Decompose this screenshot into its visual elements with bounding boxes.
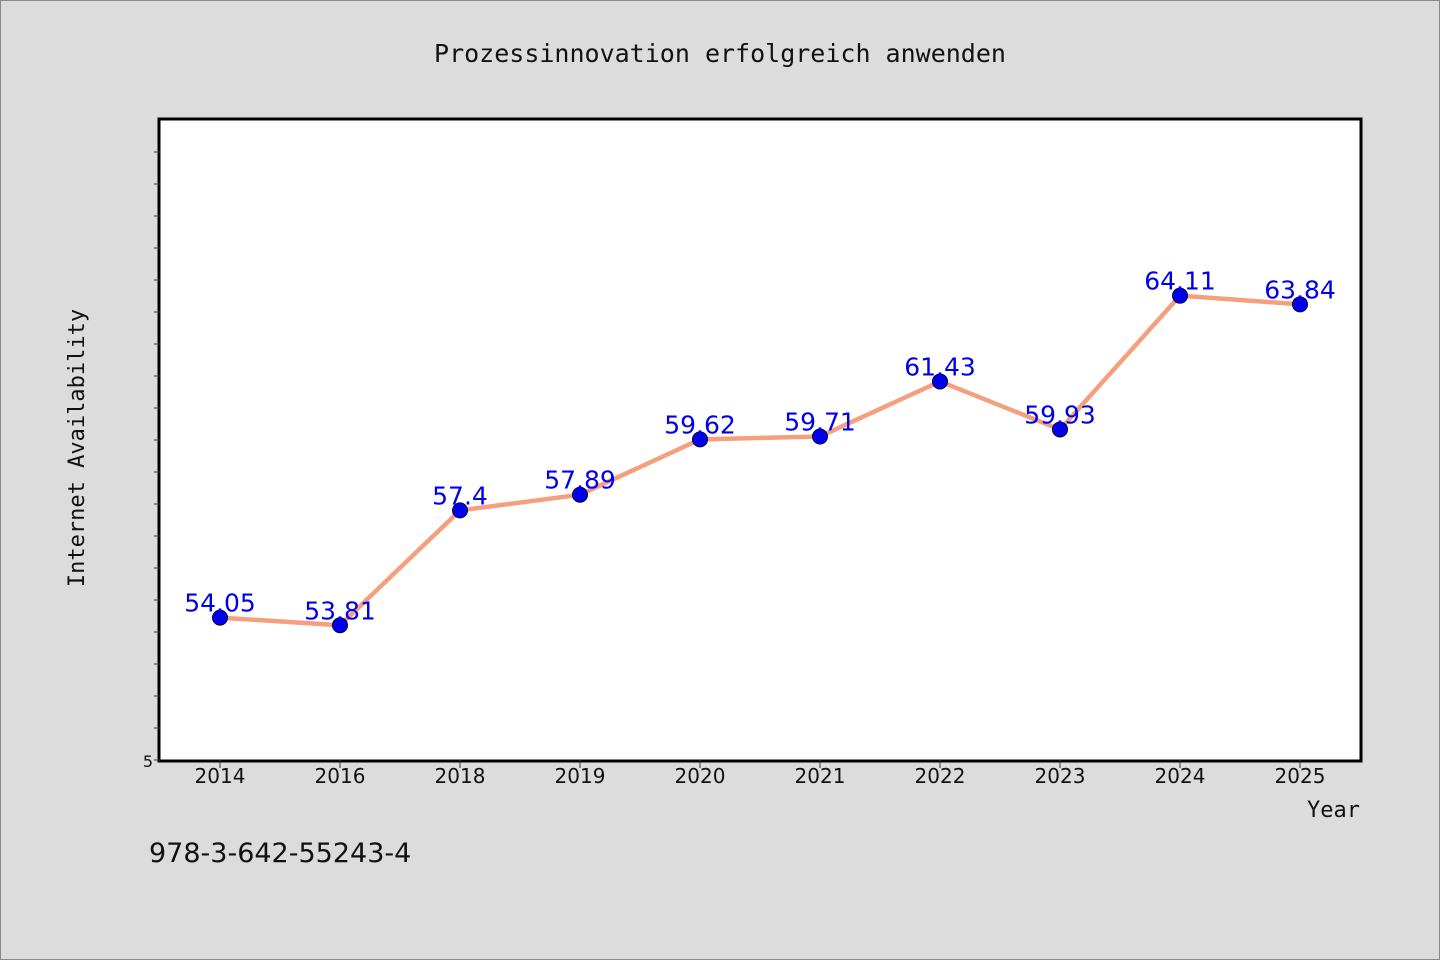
data-label: 53.81 [304,596,376,625]
x-tick-label: 2016 [315,764,366,788]
data-point [572,486,588,503]
x-tick-label: 2025 [1275,764,1326,788]
data-label: 59.62 [664,410,736,439]
y-axis-label: Internet Availability [65,309,90,587]
data-point [332,617,348,634]
y-axis-ticks [154,151,160,761]
markers [212,287,1308,634]
x-tick-label: 2022 [915,764,966,788]
isbn-text: 978-3-642-55243-4 [149,838,411,869]
x-tick-label: 2024 [1155,764,1206,788]
x-tick-labels: 2014 2016 2018 2019 2020 2021 2022 2023 2024 2025 [195,764,1326,788]
x-tick-label: 2023 [1035,764,1086,788]
data-label: 61.43 [904,352,976,381]
data-label: 64.11 [1144,267,1216,296]
x-tick-label: 2019 [555,764,606,788]
data-label: 63.84 [1264,275,1336,304]
data-point [212,609,228,626]
series-line [217,293,1303,628]
data-label: 57.4 [432,481,488,510]
data-point [1052,421,1068,438]
data-labels: 54.05 53.81 57.4 57.89 59.62 59.71 61.43 59.93 6… [184,267,1336,626]
chart-title: Prozessinnovation erfolgreich anwenden [434,39,1006,68]
data-point [1172,287,1188,304]
x-axis-ticks [219,760,1301,768]
y-tick-label: 5 [143,752,153,771]
data-point [932,373,948,390]
data-point [692,431,708,448]
x-axis-label: Year [1307,798,1360,823]
data-point [1292,296,1308,313]
x-tick-label: 2020 [675,764,726,788]
x-tick-label: 2014 [195,764,246,788]
x-tick-label: 2018 [435,764,486,788]
x-tick-label: 2021 [795,764,846,788]
data-point [812,428,828,445]
data-label: 54.05 [184,589,256,618]
data-label: 57.89 [544,466,616,495]
data-label: 59.93 [1024,400,1096,429]
data-label: 59.71 [784,407,856,436]
data-point [452,502,468,519]
series-line-group [217,293,1303,628]
